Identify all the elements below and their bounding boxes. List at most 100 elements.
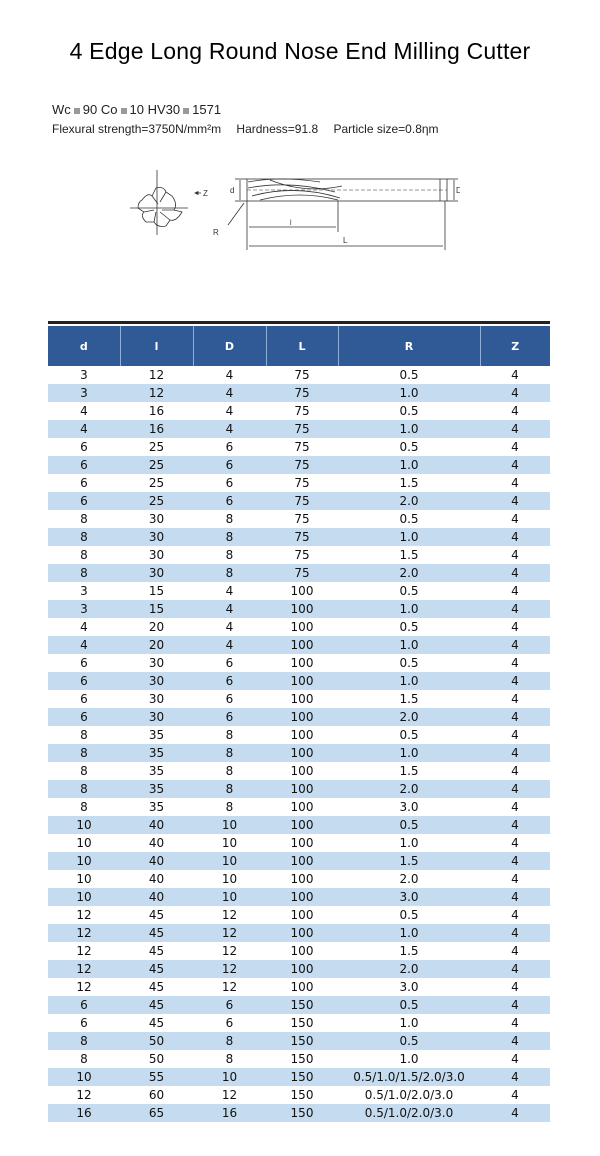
cell-d: 12 [48, 924, 120, 942]
cell-D: 8 [225, 1052, 234, 1066]
cell-R: 2.0 [338, 780, 480, 798]
cell-L: 75 [294, 476, 310, 490]
table-row: 6 25 6 75 0.5 4 [48, 438, 550, 456]
cell-L: 100 [266, 744, 338, 762]
cell-L: 75 [294, 512, 310, 526]
cell-Z: 4 [511, 584, 519, 598]
cell-R: 0.5 [338, 816, 480, 834]
cell-D: 8 [193, 780, 266, 798]
cell-D: 6 [193, 672, 266, 690]
cell-d: 6 [80, 440, 88, 454]
cell-R: 0.5 [399, 620, 419, 634]
cell-Z: 4 [511, 440, 519, 454]
separator-icon [183, 107, 190, 114]
cell-R: 0.5 [399, 908, 419, 922]
table-row: 3 12 4 75 1.0 4 [48, 384, 550, 402]
cell-R: 1.0 [338, 384, 480, 402]
cell-Z: 4 [511, 980, 519, 994]
cell-Z: 4 [480, 744, 550, 762]
cell-d: 8 [48, 528, 120, 546]
cell-l: 15 [120, 600, 193, 618]
cell-l: 30 [148, 656, 165, 670]
cell-d: 12 [76, 980, 92, 994]
co-value: 10 [129, 102, 144, 117]
cell-L: 75 [294, 404, 310, 418]
cell-Z: 4 [480, 888, 550, 906]
cell-R: 2.0 [338, 708, 480, 726]
cell-Z: 4 [480, 528, 550, 546]
cell-d: 6 [80, 656, 88, 670]
cell-D: 10 [193, 816, 266, 834]
cell-D: 16 [193, 1104, 266, 1122]
cell-D: 6 [225, 476, 234, 490]
cell-R: 1.0 [338, 672, 480, 690]
cell-R: 1.0 [338, 636, 480, 654]
cell-l: 12 [120, 384, 193, 402]
cell-R: 1.0 [338, 420, 480, 438]
column-header-Z: Z [479, 324, 550, 366]
cell-d: 3 [80, 368, 88, 382]
d-label: d [230, 186, 234, 195]
cell-l: 35 [148, 764, 165, 778]
cell-d: 8 [48, 744, 120, 762]
cell-d: 6 [48, 708, 120, 726]
cell-Z: 4 [480, 672, 550, 690]
cell-d: 4 [48, 420, 120, 438]
cell-Z: 4 [480, 384, 550, 402]
separator-icon [120, 107, 127, 114]
table-row: 12 45 12 100 2.0 4 [48, 960, 550, 978]
cell-L: 100 [290, 800, 314, 814]
cell-l: 35 [120, 744, 193, 762]
table-row: 10 40 10 100 1.5 4 [48, 852, 550, 870]
cell-R: 1.5 [399, 764, 419, 778]
cell-D: 6 [225, 692, 234, 706]
cell-R: 0.5 [399, 728, 419, 742]
cell-L: 75 [266, 456, 338, 474]
table-row: 6 25 6 75 1.0 4 [48, 456, 550, 474]
cell-Z: 4 [480, 636, 550, 654]
cell-R: 1.0 [338, 456, 480, 474]
cell-Z: 4 [480, 564, 550, 582]
hardness: Hardness=91.8 [236, 122, 319, 136]
cell-D: 8 [225, 548, 234, 562]
cell-R: 0.5 [338, 1032, 480, 1050]
cell-Z: 4 [511, 908, 519, 922]
cell-l: 45 [148, 1016, 165, 1030]
cell-Z: 4 [511, 836, 519, 850]
cell-R: 0.5 [399, 584, 419, 598]
cell-R: 1.0 [399, 1016, 419, 1030]
hv-value: 1571 [192, 102, 222, 117]
cell-R: 0.5/1.0/2.0/3.0 [364, 1088, 454, 1102]
cell-D: 6 [193, 708, 266, 726]
column-header-D: D [192, 324, 266, 366]
cell-Z: 4 [480, 816, 550, 834]
cell-Z: 4 [511, 944, 519, 958]
cell-l: 50 [120, 1032, 193, 1050]
cell-l: 45 [148, 944, 165, 958]
cell-D: 8 [225, 764, 234, 778]
cell-R: 0.5 [338, 996, 480, 1014]
cell-Z: 4 [511, 728, 519, 742]
cell-D: 12 [193, 924, 266, 942]
cell-L: 100 [266, 708, 338, 726]
cell-d: 10 [76, 872, 92, 886]
cell-d: 12 [76, 908, 92, 922]
cell-D: 6 [193, 456, 266, 474]
cell-l: 25 [148, 476, 165, 490]
cell-d: 8 [80, 764, 88, 778]
cell-R: 3.0 [399, 800, 419, 814]
cell-d: 8 [80, 548, 88, 562]
z-label: Z [203, 189, 208, 198]
cell-L: 75 [266, 564, 338, 582]
cell-D: 10 [221, 836, 238, 850]
cell-d: 8 [48, 564, 120, 582]
cell-d: 8 [80, 512, 88, 526]
cell-d: 12 [76, 1088, 92, 1102]
cell-D: 4 [193, 384, 266, 402]
cell-l: 15 [148, 584, 165, 598]
cell-R: 1.0 [399, 836, 419, 850]
cell-d: 12 [76, 944, 92, 958]
side-view: d D R l L [213, 178, 460, 250]
cell-L: 100 [266, 600, 338, 618]
cell-l: 30 [148, 692, 165, 706]
